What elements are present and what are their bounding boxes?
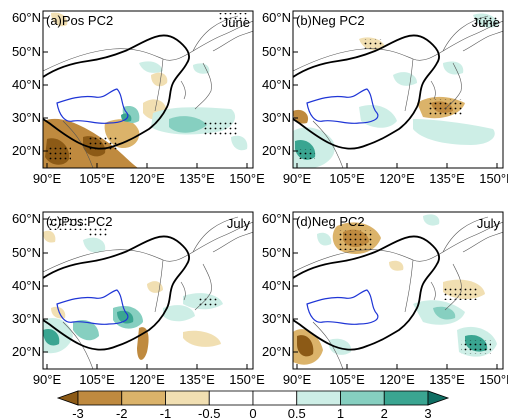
colorbar-segment (165, 390, 210, 406)
lon-tick-label: 150°E (229, 372, 265, 387)
colorbar-label: -0.5 (198, 406, 220, 420)
lat-tick-label: 30°N (262, 110, 291, 125)
lat-tick-label: 20°N (12, 344, 41, 359)
lat-tick-label: 30°N (12, 110, 41, 125)
colorbar-segment (296, 390, 341, 406)
colorbar-label: -2 (116, 406, 128, 420)
panel-a-month: June (222, 15, 250, 30)
colorbar-label: 0.5 (288, 406, 306, 420)
colorbar-label: 2 (381, 406, 388, 420)
lat-tick-label: 30°N (12, 311, 41, 326)
lon-tick-label: 135°E (429, 171, 465, 186)
lat-tick-label: 20°N (262, 143, 291, 158)
axes-layer: 90°E 105°E 120°E 135°E 150°E 20°N 30°N 40°N 50°N… (12, 10, 508, 387)
lat-tick-label: 60°N (12, 211, 41, 226)
lat-tick-label: 40°N (12, 278, 41, 293)
colorbar-segment (56, 390, 79, 406)
colorbar: -3 -2 -1 -0.5 0 0.5 1 2 3 (56, 390, 450, 420)
lat-tick-label: 50°N (12, 44, 41, 59)
lon-tick-label: 105°E (329, 372, 365, 387)
panel-d: (d)Neg PC2 July (292, 211, 504, 370)
colorbar-segment (77, 390, 123, 406)
lat-tick-label: 40°N (262, 77, 291, 92)
lon-tick-label: 90°E (33, 171, 62, 186)
lon-tick-label: 120°E (379, 171, 415, 186)
lat-tick-label: 30°N (262, 311, 291, 326)
panel-d-month: July (477, 216, 501, 231)
colorbar-label: -1 (160, 406, 172, 420)
lon-tick-label: 120°E (129, 372, 165, 387)
panel-c-title: (c)Pos PC2 (46, 214, 112, 229)
panel-c: (c)Pos PC2 July (42, 211, 254, 370)
colorbar-label: 3 (424, 406, 431, 420)
panel-b: (b)Neg PC2 June (292, 10, 504, 169)
colorbar-segment (340, 390, 385, 406)
panel-b-title: (b)Neg PC2 (296, 13, 365, 28)
lat-tick-label: 50°N (12, 245, 41, 260)
lat-tick-label: 60°N (262, 211, 291, 226)
lon-tick-label: 150°E (229, 171, 265, 186)
lon-tick-label: 135°E (179, 372, 215, 387)
lat-tick-label: 20°N (12, 143, 41, 158)
lon-tick-label: 90°E (33, 372, 62, 387)
lon-tick-label: 105°E (79, 171, 115, 186)
lat-tick-label: 20°N (262, 344, 291, 359)
lat-tick-label: 60°N (262, 10, 291, 25)
lon-tick-label: 120°E (129, 171, 165, 186)
panel-d-title: (d)Neg PC2 (296, 214, 365, 229)
lon-tick-label: 90°E (283, 171, 312, 186)
lat-tick-label: 50°N (262, 245, 291, 260)
lon-tick-label: 90°E (283, 372, 312, 387)
colorbar-label: 0 (249, 406, 256, 420)
colorbar-label: -3 (72, 406, 84, 420)
colorbar-segment (383, 390, 429, 406)
lat-tick-label: 60°N (12, 10, 41, 25)
colorbar-label: 1 (337, 406, 344, 420)
colorbar-segment (427, 390, 450, 406)
lon-tick-label: 150°E (479, 171, 508, 186)
lon-tick-label: 135°E (429, 372, 465, 387)
lon-tick-label: 120°E (379, 372, 415, 387)
lon-tick-label: 150°E (479, 372, 508, 387)
panel-a-title: (a)Pos PC2 (46, 13, 113, 28)
lat-tick-label: 40°N (262, 278, 291, 293)
colorbar-segment (121, 390, 166, 406)
lat-tick-label: 50°N (262, 44, 291, 59)
panel-a: (a)Pos PC2 June (42, 10, 254, 169)
lon-tick-label: 105°E (79, 372, 115, 387)
panel-c-month: July (227, 216, 251, 231)
lon-tick-label: 135°E (179, 171, 215, 186)
panel-b-month: June (472, 15, 500, 30)
lon-tick-label: 105°E (329, 171, 365, 186)
colorbar-segment (252, 390, 298, 406)
lat-tick-label: 40°N (12, 77, 41, 92)
colorbar-segment (208, 390, 254, 406)
